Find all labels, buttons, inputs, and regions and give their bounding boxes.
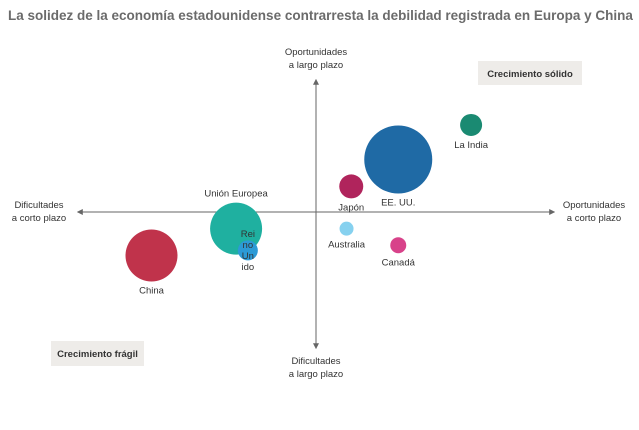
axis-label-up-line2: a largo plazo [289,60,343,71]
bubble-australia [339,221,354,236]
quadrant-box-bottom-left [51,341,144,366]
bubble-japon [339,174,364,199]
quadrant-label-bottom-left: Crecimiento frágil [57,349,138,360]
bubble-la-india [460,113,483,136]
point-label-japon: Japón [338,202,364,213]
point-label-ee-uu: EE. UU. [381,198,415,209]
axis-label-right-line2: a corto plazo [567,213,621,224]
point-label-australia: Australia [328,240,366,251]
axis-label-down-line2: a largo plazo [289,369,343,380]
point-label-union-europea: Unión Europea [204,189,268,200]
bubble-ee-uu [364,125,433,194]
bubble-reino-unido [237,240,258,261]
bubble-layer [125,113,483,282]
quadrant-label-top-right: Crecimiento sólido [487,69,573,80]
point-label-reino-unido-2: no [243,240,254,251]
axis-label-left-line1: Dificultades [14,200,63,211]
point-label-layer: La India EE. UU. Japón Australia Canadá Unión… [139,140,489,297]
quadrant-box-top-right [478,61,582,85]
point-label-reino-unido-4: ido [242,262,255,273]
point-label-china: China [139,286,165,297]
axis-label-left-line2: a corto plazo [12,213,66,224]
axis-label-down-line1: Dificultades [291,356,340,367]
bubble-china [125,229,178,282]
bubble-canada [390,237,407,254]
chart-title: La solidez de la economía estadounidense… [8,8,633,23]
point-label-la-india: La India [454,140,489,151]
point-label-reino-unido-3: Un [242,251,254,262]
point-label-canada: Canadá [382,257,416,268]
axis-label-right-line1: Oportunidades [563,200,626,211]
axis-label-up-line1: Oportunidades [285,47,348,58]
point-label-reino-unido-1: Rei [241,229,255,240]
